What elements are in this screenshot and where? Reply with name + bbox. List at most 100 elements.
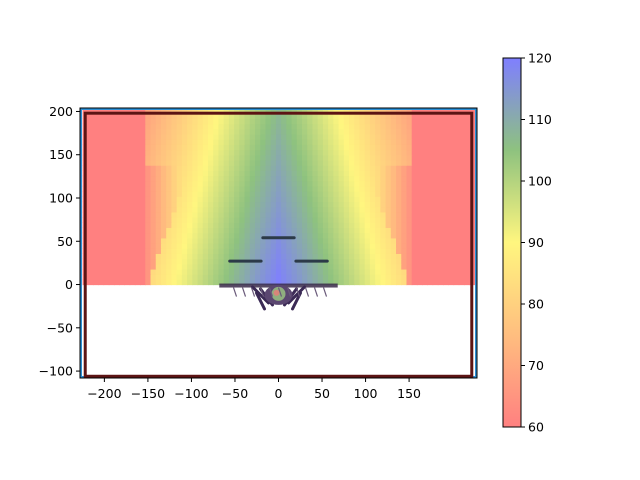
heatmap-cell	[385, 258, 392, 265]
heatmap-cell	[302, 211, 308, 218]
heatmap-cell	[328, 217, 334, 223]
heatmap-cell	[328, 154, 334, 161]
heatmap-cell	[437, 279, 444, 286]
heatmap-cell	[239, 108, 246, 114]
heatmap-cell	[375, 274, 381, 280]
heatmap-cell	[176, 144, 183, 151]
heatmap-cell	[411, 237, 418, 244]
heatmap-cell	[349, 279, 355, 286]
heatmap-cell	[244, 217, 251, 223]
heatmap-cell	[119, 149, 126, 156]
heatmap-cell	[437, 222, 444, 229]
heatmap-cell	[286, 237, 293, 244]
heatmap-cell	[98, 133, 105, 140]
heatmap-cell	[249, 222, 256, 229]
heatmap-cell	[312, 232, 319, 239]
heatmap-cell	[307, 154, 314, 161]
heatmap-cell	[103, 191, 110, 197]
heatmap-cell	[286, 108, 293, 114]
heatmap-cell	[150, 222, 157, 229]
heatmap-cell	[187, 211, 193, 218]
heatmap-cell	[202, 279, 209, 286]
arena-boundary	[83, 111, 474, 378]
heatmap-cell	[359, 217, 366, 223]
heatmap-cell	[108, 196, 115, 203]
heatmap-cell	[307, 128, 314, 135]
heatmap-cell	[218, 258, 225, 265]
heatmap-cell	[265, 139, 272, 145]
heatmap-cell	[228, 232, 235, 239]
heatmap-cell	[427, 128, 434, 135]
heatmap-cell	[249, 180, 256, 187]
heatmap-cell	[380, 211, 387, 218]
heatmap-cell	[432, 113, 439, 119]
heatmap-cell	[103, 196, 110, 203]
heatmap-cell	[202, 113, 209, 119]
heatmap-cell	[369, 154, 376, 161]
y-tick-label: 150	[49, 147, 73, 162]
heatmap-cell	[354, 211, 361, 218]
heatmap-cell	[134, 108, 141, 114]
heatmap-cell	[234, 243, 240, 249]
heatmap-cell	[93, 258, 99, 265]
heatmap-cell	[281, 201, 287, 208]
heatmap-cell	[359, 180, 366, 187]
heatmap-cell	[150, 108, 157, 114]
heatmap-cell	[463, 154, 470, 161]
heatmap-cell	[359, 139, 366, 145]
heatmap-cell	[375, 191, 381, 197]
heatmap-cell	[437, 206, 444, 213]
heatmap-cell	[166, 144, 173, 151]
heatmap-cell	[453, 165, 460, 171]
heatmap-cell	[150, 237, 157, 244]
heatmap-cell	[103, 222, 110, 229]
heatmap-cell	[380, 154, 387, 161]
heatmap-cell	[453, 128, 460, 135]
heatmap-cell	[124, 191, 131, 197]
heatmap-cell	[113, 180, 120, 187]
heatmap-cell	[359, 196, 366, 203]
heatmap-cell	[155, 243, 162, 249]
heatmap-cell	[422, 185, 428, 192]
heatmap-cell	[155, 170, 162, 177]
heatmap-cell	[312, 206, 319, 213]
heatmap-cell	[312, 222, 319, 229]
heatmap-cell	[422, 222, 428, 229]
heatmap-cell	[286, 227, 293, 234]
heatmap-cell	[291, 196, 298, 203]
heatmap-cell	[129, 263, 136, 270]
heatmap-cell	[228, 185, 235, 192]
heatmap-cell	[181, 211, 188, 218]
heatmap-cell	[160, 201, 167, 208]
heatmap-cell	[108, 170, 115, 177]
heatmap-cell	[322, 222, 329, 229]
heatmap-cell	[333, 133, 340, 140]
heatmap-cell	[150, 274, 157, 280]
heatmap-cell	[108, 263, 115, 270]
heatmap-cell	[406, 133, 413, 140]
heatmap-cell	[427, 108, 434, 114]
heatmap-cell	[145, 118, 152, 125]
heatmap-cell	[218, 144, 225, 151]
heatmap-cell	[213, 201, 220, 208]
heatmap-cell	[192, 258, 199, 265]
heatmap-cell	[171, 217, 178, 223]
heatmap-cell	[343, 118, 350, 125]
heatmap-cell	[291, 237, 298, 244]
heatmap-cell	[380, 222, 387, 229]
heatmap-cell	[307, 248, 314, 254]
heatmap-cell	[160, 170, 167, 177]
heatmap-cell	[380, 253, 387, 260]
heatmap-cell	[338, 274, 345, 280]
heatmap-cell	[422, 243, 428, 249]
heatmap-cell	[317, 185, 324, 192]
heatmap-cell	[213, 217, 220, 223]
heatmap-cell	[228, 227, 235, 234]
heatmap-cell	[396, 274, 402, 280]
x-tick-label: −150	[131, 386, 165, 401]
heatmap-cell	[119, 227, 126, 234]
heatmap-cell	[155, 258, 162, 265]
heatmap-cell	[401, 243, 408, 249]
heatmap-cell	[390, 248, 397, 254]
heatmap-cell	[443, 211, 449, 218]
